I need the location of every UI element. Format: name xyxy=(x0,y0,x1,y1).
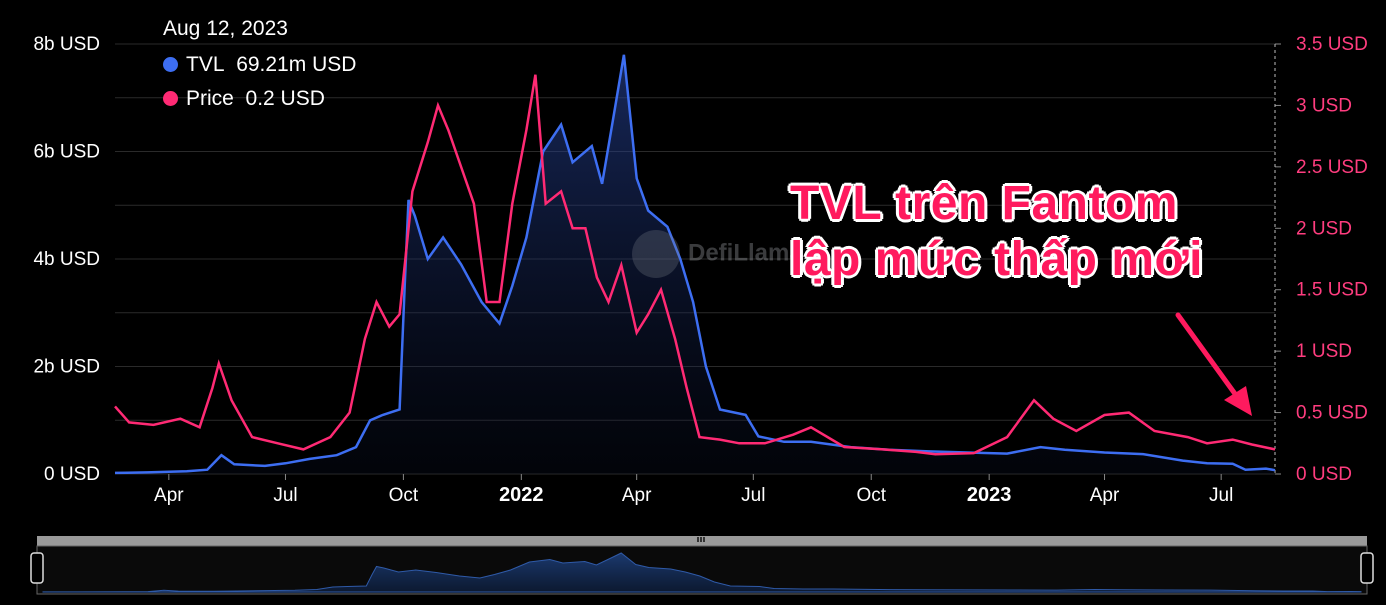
tvl-area xyxy=(115,54,1275,475)
y-right-tick-label: 1 USD xyxy=(1296,341,1352,362)
tooltip-tvl-value: 69.21m USD xyxy=(236,53,357,76)
x-tick-label: 2023 xyxy=(967,484,1012,506)
y-left-tick-label: 6b USD xyxy=(33,142,100,163)
x-tick-label: Apr xyxy=(154,485,184,506)
y-right-tick-label: 0 USD xyxy=(1296,464,1352,485)
annotation-line-1: TVL trên Fantom xyxy=(790,177,1178,230)
slider-grip-icon[interactable] xyxy=(697,537,705,542)
x-tick-label: Jul xyxy=(273,485,297,506)
y-right-tick-label: 2 USD xyxy=(1296,218,1352,239)
y-left-tick-label: 0 USD xyxy=(44,464,100,485)
tooltip-tvl-label: TVL xyxy=(186,53,225,76)
tooltip-tvl: TVL 69.21m USD xyxy=(163,53,356,77)
x-tick-label: Oct xyxy=(856,485,886,506)
range-slider[interactable] xyxy=(30,536,1374,595)
x-tick-label: Apr xyxy=(622,485,652,506)
arrow-pointer xyxy=(1175,312,1252,416)
y-left-tick-label: 2b USD xyxy=(33,357,100,378)
price-dot-icon xyxy=(163,91,178,106)
slider-handle-left[interactable] xyxy=(30,552,44,584)
tooltip-date: Aug 12, 2023 xyxy=(163,17,288,40)
slider-preview-area xyxy=(42,552,1362,593)
y-right-tick-label: 2.5 USD xyxy=(1296,157,1368,178)
annotation-line-2: lập mức thấp mới xyxy=(790,233,1203,286)
y-right-tick-label: 1.5 USD xyxy=(1296,280,1368,301)
defillama-logo-icon xyxy=(632,230,680,278)
tooltip-price: Price 0.2 USD xyxy=(163,87,325,111)
y-right-tick-label: 3.5 USD xyxy=(1296,34,1368,55)
y-left-tick-label: 8b USD xyxy=(33,34,100,55)
x-tick-label: Jul xyxy=(1209,485,1233,506)
x-tick-label: Oct xyxy=(389,485,419,506)
x-tick-label: 2022 xyxy=(499,484,544,506)
y-right-tick-label: 0.5 USD xyxy=(1296,403,1368,424)
tvl-series-line xyxy=(114,54,1276,475)
price-series-line xyxy=(114,74,1276,456)
tooltip-price-value: 0.2 USD xyxy=(245,87,325,110)
y-left-tick-label: 4b USD xyxy=(33,249,100,270)
slider-handle-right[interactable] xyxy=(1360,552,1374,584)
y-right-tick-label: 3 USD xyxy=(1296,95,1352,116)
tooltip-price-label: Price xyxy=(186,87,234,110)
tvl-dot-icon xyxy=(163,57,178,72)
x-tick-label: Jul xyxy=(741,485,765,506)
x-tick-label: Apr xyxy=(1090,485,1120,506)
watermark: DefiLlama xyxy=(632,230,803,278)
